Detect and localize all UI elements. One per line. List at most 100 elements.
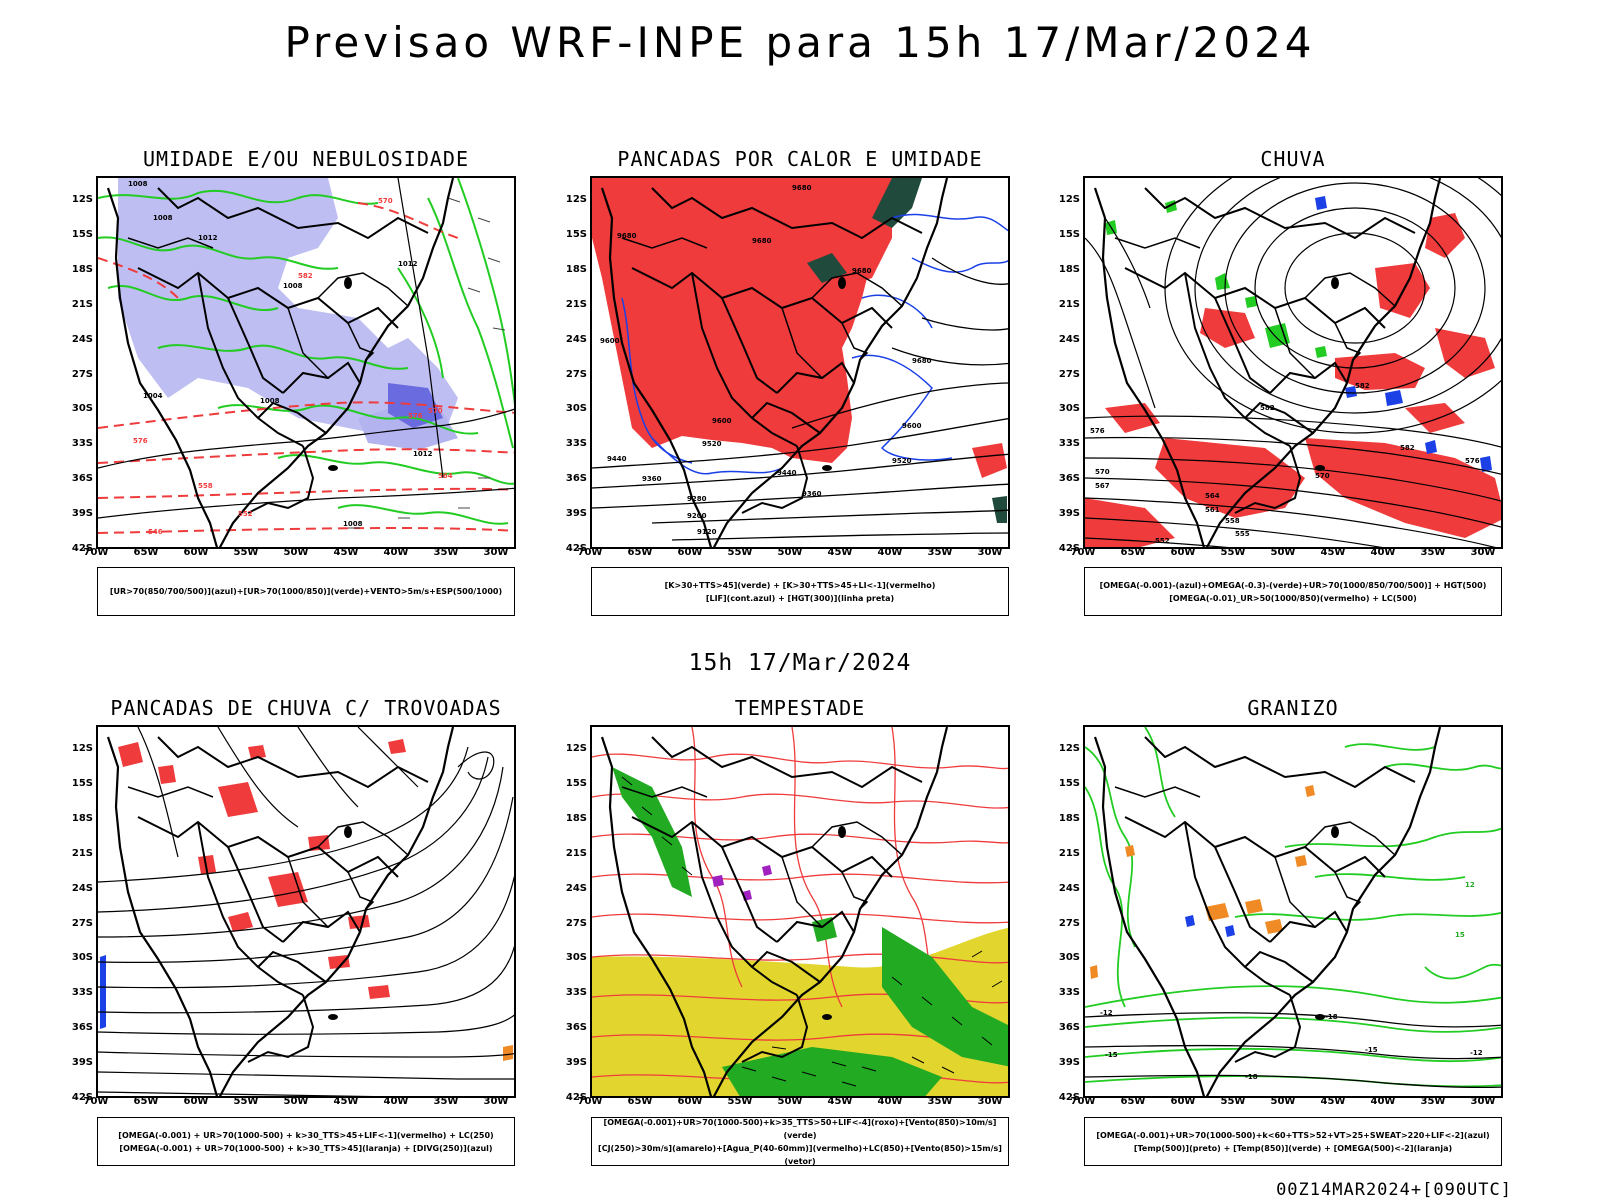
svg-text:9280: 9280 xyxy=(687,495,707,503)
map-pancadas-calor: 9680 9680 9680 9680 9680 9600 9600 9520 … xyxy=(590,176,1010,549)
map-tempestade xyxy=(590,725,1010,1098)
svg-text:564: 564 xyxy=(1205,492,1220,500)
svg-text:-18: -18 xyxy=(1245,1073,1258,1081)
lat-tick-label: 36S xyxy=(71,473,93,485)
svg-text:570: 570 xyxy=(378,197,393,205)
legend-line: [OMEGA(-0.001)+UR>70(1000-500)+k<60+TTS>… xyxy=(1096,1130,1490,1140)
lon-tick-label: 60W xyxy=(677,1096,703,1107)
svg-text:576: 576 xyxy=(1465,457,1480,465)
lon-tick-label: 60W xyxy=(677,547,703,558)
lat-tick-label: 33S xyxy=(1058,438,1080,450)
lat-tick-label: 42S xyxy=(565,543,587,554)
lat-tick-label: 15S xyxy=(71,228,93,240)
svg-text:-12: -12 xyxy=(1470,1049,1483,1057)
lon-tick-label: 50W xyxy=(1270,547,1296,558)
svg-text:546: 546 xyxy=(148,528,163,536)
lat-tick-label: 18S xyxy=(71,263,93,275)
panel-title-tempestade: TEMPESTADE xyxy=(734,696,866,720)
lat-tick-label: 15S xyxy=(565,228,587,240)
svg-text:582: 582 xyxy=(1400,444,1415,452)
svg-text:564: 564 xyxy=(438,472,453,480)
map-chuva: 582 582 576 570 567 564 561 558 555 552 … xyxy=(1083,176,1503,549)
lat-tick-label: 18S xyxy=(565,263,587,275)
lat-tick-label: 42S xyxy=(71,543,93,554)
lat-tick-label: 39S xyxy=(1058,508,1080,520)
lat-tick-label: 42S xyxy=(71,1092,93,1103)
svg-text:-12: -12 xyxy=(1100,1009,1113,1017)
lat-tick-label: 27S xyxy=(565,917,587,929)
lon-tick-label: 50W xyxy=(283,1096,309,1107)
lat-tick-label: 30S xyxy=(565,952,587,964)
svg-text:9600: 9600 xyxy=(600,337,620,345)
map-umidade: 1008 1008 1012 1008 1012 570 576 582 100… xyxy=(96,176,516,549)
lon-tick-label: 45W xyxy=(333,1096,359,1107)
svg-text:9200: 9200 xyxy=(687,512,707,520)
lon-tick-label: 35W xyxy=(1420,547,1446,558)
lat-tick-label: 12S xyxy=(565,194,587,205)
svg-text:561: 561 xyxy=(1205,506,1220,514)
legend-line: [OMEGA(-0.01)_UR>50(1000/850)(vermelho) … xyxy=(1169,593,1417,603)
lat-tick-label: 33S xyxy=(1058,987,1080,999)
svg-text:9680: 9680 xyxy=(852,267,872,275)
lat-tick-label: 39S xyxy=(565,1057,587,1069)
lon-tick-label: 60W xyxy=(183,547,209,558)
lon-tick-label: 45W xyxy=(827,547,853,558)
svg-text:1008: 1008 xyxy=(283,282,303,290)
lon-tick-label: 55W xyxy=(727,547,753,558)
lat-tick-label: 27S xyxy=(71,368,93,380)
lat-tick-label: 42S xyxy=(1058,543,1080,554)
lat-tick-label: 36S xyxy=(565,1022,587,1034)
svg-text:552: 552 xyxy=(238,510,253,518)
legend-line: [OMEGA(-0.001) + UR>70(1000-500) + k>30_… xyxy=(119,1143,493,1153)
lon-tick-label: 65W xyxy=(133,1096,159,1107)
lon-tick-label: 65W xyxy=(1120,547,1146,558)
lat-tick-label: 12S xyxy=(71,743,93,754)
svg-text:9520: 9520 xyxy=(702,440,722,448)
map-trovoadas xyxy=(96,725,516,1098)
lat-tick-label: 21S xyxy=(1058,298,1080,310)
lat-tick-label: 27S xyxy=(71,917,93,929)
lat-tick-label: 36S xyxy=(1058,1022,1080,1034)
lon-tick-label: 40W xyxy=(1370,547,1396,558)
lon-tick-label: 70W xyxy=(83,1096,109,1107)
p3-contour-labels: 582 582 576 570 567 564 561 558 555 552 … xyxy=(1090,382,1480,545)
svg-text:9440: 9440 xyxy=(607,455,627,463)
lat-tick-label: 39S xyxy=(71,1057,93,1069)
lon-tick-label: 45W xyxy=(333,547,359,558)
lon-tick-label: 50W xyxy=(283,547,309,558)
lon-tick-label: 60W xyxy=(183,1096,209,1107)
svg-text:567: 567 xyxy=(1095,482,1110,490)
svg-text:1012: 1012 xyxy=(198,234,218,242)
lon-tick-label: 50W xyxy=(777,547,803,558)
lon-tick-label: 70W xyxy=(83,547,109,558)
svg-text:570: 570 xyxy=(1315,472,1330,480)
lon-tick-label: 35W xyxy=(1420,1096,1446,1107)
panel-title-granizo: GRANIZO xyxy=(1247,696,1339,720)
lon-tick-label: 55W xyxy=(233,547,259,558)
svg-text:-15: -15 xyxy=(1105,1051,1118,1059)
legend-line: [OMEGA(-0.001)+UR>70(1000-500)+k>35_TTS>… xyxy=(603,1117,997,1140)
legend-pancadas-calor: [K>30+TTS>45](verde) + [K>30+TTS>45+LI<-… xyxy=(591,567,1009,616)
svg-text:9360: 9360 xyxy=(642,475,662,483)
lon-tick-label: 70W xyxy=(577,547,603,558)
svg-text:-18: -18 xyxy=(1325,1013,1338,1021)
map-trovoadas-canvas xyxy=(98,727,514,1096)
svg-text:9600: 9600 xyxy=(712,417,732,425)
lon-tick-label: 50W xyxy=(1270,1096,1296,1107)
map-granizo: -12 -15 -18 -12 -15 -18 12 15 xyxy=(1083,725,1503,1098)
legend-line: [LIF](cont.azul) + [HGT(300)](linha pret… xyxy=(705,593,895,603)
svg-text:570: 570 xyxy=(1095,468,1110,476)
svg-text:558: 558 xyxy=(1225,517,1240,525)
svg-text:9440: 9440 xyxy=(777,469,797,477)
svg-text:9360: 9360 xyxy=(802,490,822,498)
map-pancadas-calor-canvas: 9680 9680 9680 9680 9680 9600 9600 9520 … xyxy=(592,178,1008,547)
svg-text:582: 582 xyxy=(1355,382,1370,390)
lon-tick-label: 30W xyxy=(977,1096,1003,1107)
mid-date-label: 15h 17/Mar/2024 xyxy=(688,650,912,676)
svg-text:558: 558 xyxy=(198,482,213,490)
map-umidade-canvas: 1008 1008 1012 1008 1012 570 576 582 100… xyxy=(98,178,514,547)
lon-tick-label: 30W xyxy=(1470,1096,1496,1107)
p2-contour-labels: 9680 9680 9680 9680 9680 9600 9600 9520 … xyxy=(600,184,932,536)
lon-tick-label: 35W xyxy=(927,547,953,558)
svg-text:576: 576 xyxy=(1090,427,1105,435)
